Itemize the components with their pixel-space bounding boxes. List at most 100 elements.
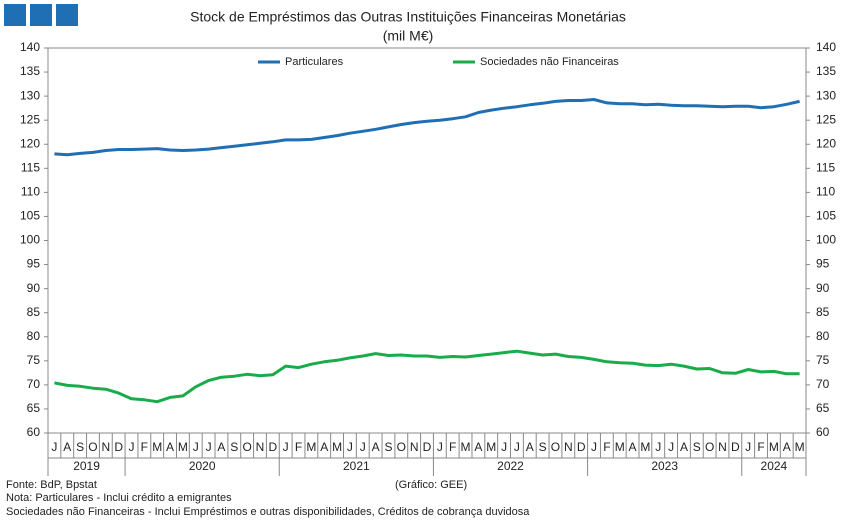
y2-tick-label: 60 xyxy=(816,425,830,439)
logo-block xyxy=(56,4,78,26)
x-tick-label: M xyxy=(486,440,496,454)
x-tick-label: S xyxy=(76,440,84,454)
x-tick-label: F xyxy=(449,440,456,454)
x-tick-label: M xyxy=(461,440,471,454)
x-tick-label: J xyxy=(668,440,674,454)
x-tick-label: D xyxy=(114,440,123,454)
x-tick-label: A xyxy=(217,440,225,454)
y-tick-label: 110 xyxy=(21,185,40,199)
x-tick-label: N xyxy=(718,440,727,454)
x-tick-label: O xyxy=(551,440,560,454)
x-tick-label: S xyxy=(693,440,701,454)
x-tick-label: J xyxy=(360,440,366,454)
y-tick-label: 90 xyxy=(27,281,41,295)
y2-tick-label: 105 xyxy=(816,209,836,223)
x-tick-label: A xyxy=(526,440,534,454)
x-tick-label: J xyxy=(437,440,443,454)
x-tick-label: N xyxy=(256,440,265,454)
series-line xyxy=(54,349,800,404)
y2-tick-label: 95 xyxy=(816,257,830,271)
x-tick-label: O xyxy=(397,440,406,454)
x-tick-label: D xyxy=(268,440,277,454)
y-tick-label: 80 xyxy=(27,329,41,343)
x-tick-label: F xyxy=(757,440,764,454)
x-tick-label: F xyxy=(141,440,148,454)
x-tick-label: S xyxy=(230,440,238,454)
x-tick-label: A xyxy=(783,440,791,454)
x-tick-label: M xyxy=(795,440,805,454)
year-label: 2024 xyxy=(761,459,788,473)
y2-tick-label: 90 xyxy=(816,281,830,295)
x-tick-label: N xyxy=(101,440,110,454)
y-tick-label: 130 xyxy=(20,88,40,102)
x-tick-label: O xyxy=(705,440,714,454)
x-tick-label: A xyxy=(372,440,380,454)
x-tick-label: N xyxy=(564,440,573,454)
y2-tick-label: 115 xyxy=(816,160,835,174)
y-tick-label: 115 xyxy=(21,160,40,174)
y2-tick-label: 100 xyxy=(816,233,836,247)
y-tick-label: 70 xyxy=(27,377,41,391)
note: Nota: Particulares - Inclui crédito a em… xyxy=(6,492,232,504)
y2-tick-label: 140 xyxy=(816,40,836,54)
x-tick-label: A xyxy=(474,440,482,454)
y-tick-label: 135 xyxy=(20,64,40,78)
y-tick-label: 125 xyxy=(20,112,40,126)
x-tick-label: J xyxy=(283,440,289,454)
x-tick-label: M xyxy=(178,440,188,454)
x-tick-label: J xyxy=(347,440,353,454)
x-tick-label: A xyxy=(629,440,637,454)
y-tick-label: 105 xyxy=(20,209,40,223)
y-tick-label: 60 xyxy=(27,425,41,439)
y-tick-label: 120 xyxy=(20,136,40,150)
year-label: 2022 xyxy=(497,459,524,473)
x-tick-label: F xyxy=(295,440,302,454)
y-tick-label: 85 xyxy=(27,305,41,319)
x-tick-label: F xyxy=(603,440,610,454)
x-tick-label: A xyxy=(680,440,688,454)
x-tick-label: D xyxy=(731,440,740,454)
x-tick-label: J xyxy=(655,440,661,454)
x-tick-label: M xyxy=(306,440,316,454)
y2-tick-label: 85 xyxy=(816,305,830,319)
x-tick-label: D xyxy=(577,440,586,454)
year-label: 2019 xyxy=(73,459,100,473)
x-tick-label: N xyxy=(410,440,419,454)
series-line xyxy=(54,98,800,157)
x-tick-label: J xyxy=(129,440,135,454)
x-tick-label: J xyxy=(501,440,507,454)
x-tick-label: D xyxy=(423,440,432,454)
chart-subtitle: (mil M€) xyxy=(383,28,434,44)
y-tick-label: 100 xyxy=(20,233,40,247)
year-label: 2023 xyxy=(651,459,678,473)
y2-tick-label: 120 xyxy=(816,136,836,150)
x-tick-label: O xyxy=(88,440,97,454)
legend-label: Particulares xyxy=(285,56,344,68)
y2-tick-label: 125 xyxy=(816,112,836,126)
year-label: 2020 xyxy=(189,459,216,473)
y-tick-label: 95 xyxy=(27,257,41,271)
y2-tick-label: 110 xyxy=(816,185,835,199)
y2-tick-label: 130 xyxy=(816,88,836,102)
year-label: 2021 xyxy=(343,459,370,473)
y2-tick-label: 80 xyxy=(816,329,830,343)
x-tick-label: J xyxy=(514,440,520,454)
x-tick-label: M xyxy=(152,440,162,454)
x-tick-label: A xyxy=(320,440,328,454)
x-tick-label: M xyxy=(615,440,625,454)
x-tick-label: S xyxy=(539,440,547,454)
note: Sociedades não Financeiras - Inclui Empr… xyxy=(6,506,530,518)
legend-label: Sociedades não Financeiras xyxy=(480,56,619,68)
x-tick-label: S xyxy=(384,440,392,454)
x-tick-label: J xyxy=(206,440,212,454)
y2-tick-label: 70 xyxy=(816,377,830,391)
x-tick-label: J xyxy=(193,440,199,454)
chart-title: Stock de Empréstimos das Outras Institui… xyxy=(190,9,626,25)
y2-tick-label: 135 xyxy=(816,64,836,78)
x-tick-label: O xyxy=(242,440,251,454)
y-tick-label: 140 xyxy=(20,40,40,54)
x-tick-label: M xyxy=(640,440,650,454)
y2-tick-label: 65 xyxy=(816,401,830,415)
